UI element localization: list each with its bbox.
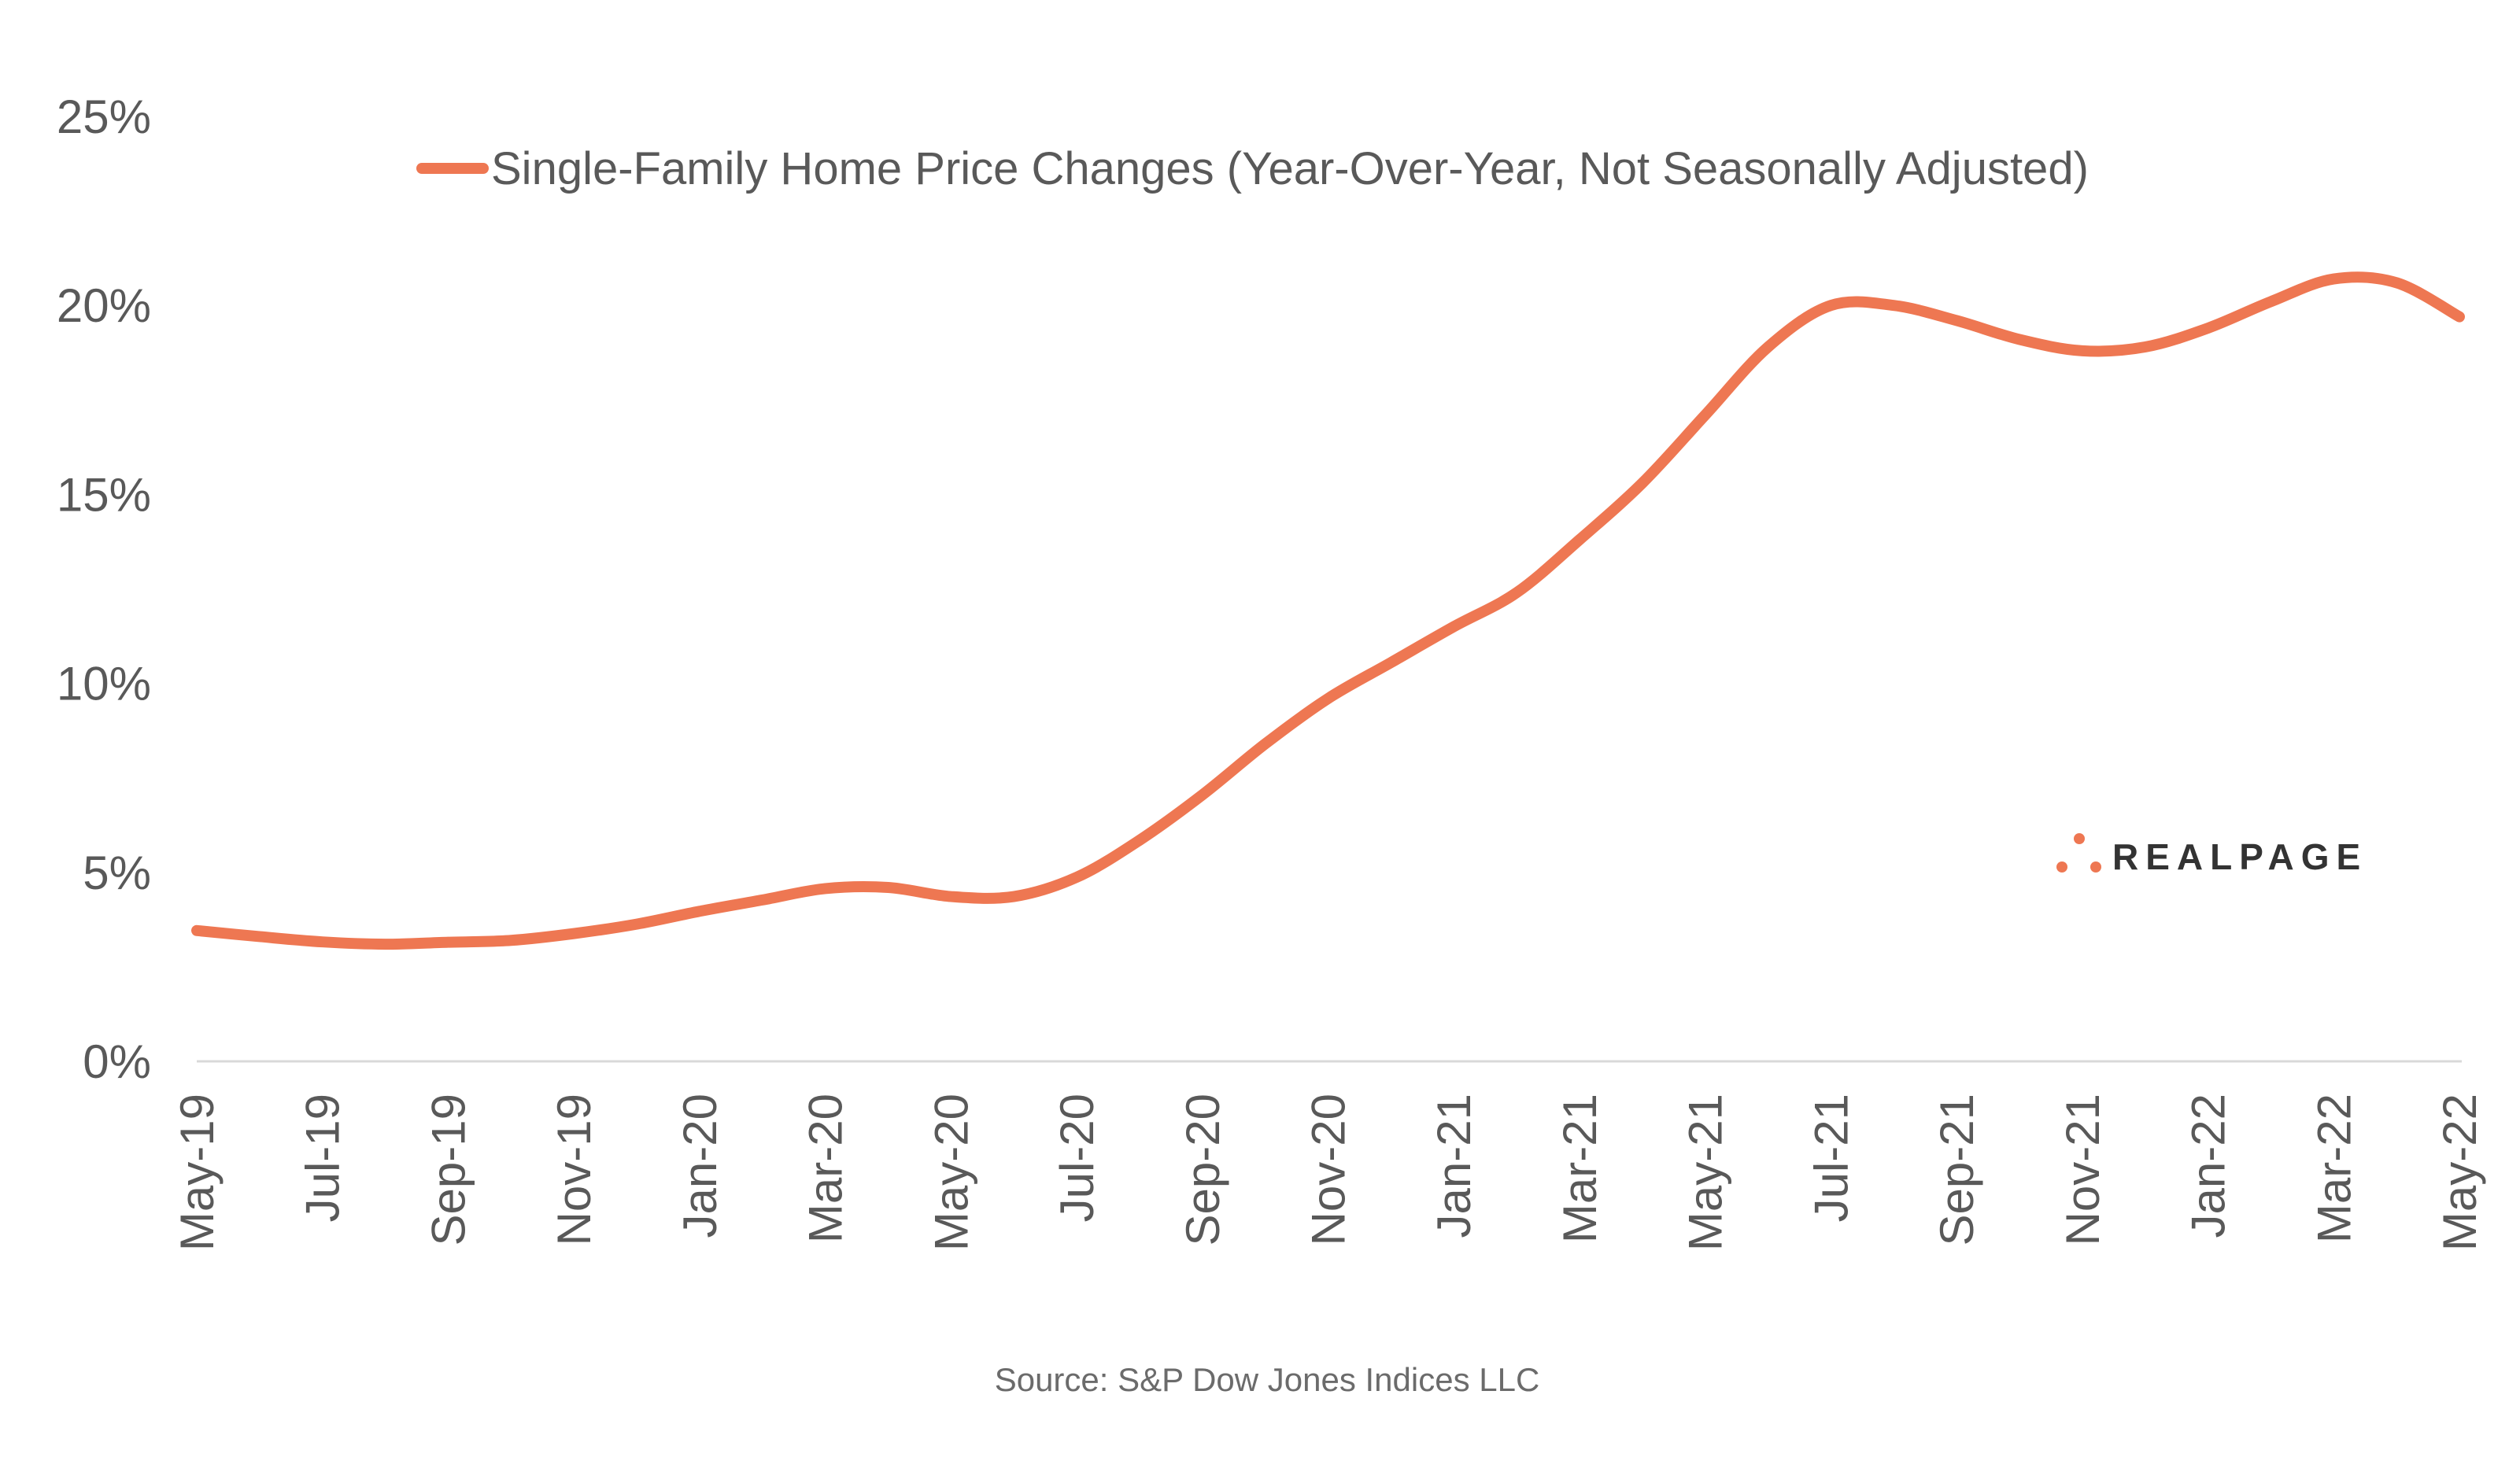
legend-label: Single-Family Home Price Changes (Year-O… — [491, 143, 2089, 194]
logo-text: REALPAGE — [2112, 836, 2367, 877]
x-tick-label: Nov-21 — [2056, 1094, 2109, 1245]
x-tick-label: Jan-22 — [2182, 1094, 2235, 1238]
y-tick-label: 20% — [57, 279, 151, 332]
x-tick-label: Nov-19 — [548, 1094, 600, 1245]
logo-dot — [2074, 833, 2085, 844]
legend: Single-Family Home Price Changes (Year-O… — [416, 143, 2089, 194]
x-tick-label: May-21 — [1679, 1094, 1732, 1251]
y-tick-label: 10% — [57, 658, 151, 710]
source-note: Source: S&P Dow Jones Indices LLC — [995, 1361, 1540, 1398]
logo-dot — [2056, 861, 2067, 873]
y-tick-label: 25% — [57, 90, 151, 143]
x-tick-label: Jul-20 — [1051, 1094, 1103, 1222]
series-line — [191, 271, 2465, 950]
y-tick-label: 5% — [83, 847, 151, 899]
x-tick-label: Jan-20 — [674, 1094, 726, 1238]
y-tick-label: 15% — [57, 468, 151, 521]
x-tick-label: May-22 — [2433, 1094, 2486, 1251]
x-tick-label: Mar-22 — [2308, 1094, 2360, 1243]
x-tick-label: Jul-21 — [1805, 1094, 1857, 1222]
x-tick-label: Jul-19 — [297, 1094, 349, 1222]
x-tick-label: Sep-21 — [1931, 1094, 1983, 1245]
x-tick-label: Sep-20 — [1177, 1094, 1229, 1245]
x-tick-label: Sep-19 — [422, 1094, 475, 1245]
x-tick-label: Nov-20 — [1302, 1094, 1355, 1245]
x-tick-label: Mar-20 — [800, 1094, 852, 1243]
logo-dot — [2090, 861, 2101, 873]
x-tick-label: May-20 — [925, 1094, 977, 1251]
x-tick-label: Mar-21 — [1554, 1094, 1606, 1243]
y-tick-label: 0% — [83, 1035, 151, 1088]
x-tick-label: May-19 — [171, 1094, 224, 1251]
x-tick-label: Jan-21 — [1428, 1094, 1480, 1238]
realpage-logo: REALPAGE — [2056, 833, 2367, 877]
